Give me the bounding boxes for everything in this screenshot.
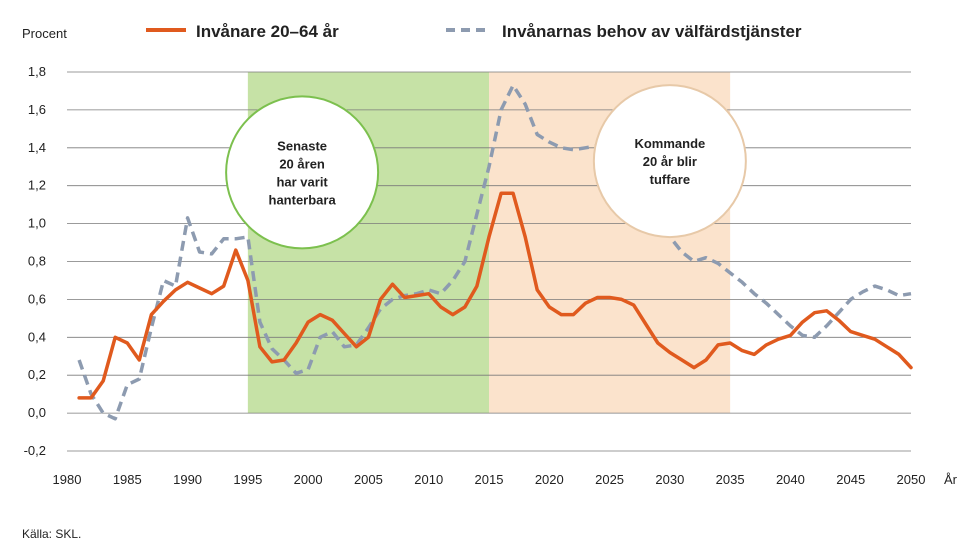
x-tick-label: 2010 xyxy=(414,472,443,487)
annotation-text: Kommande xyxy=(634,136,705,151)
y-tick-label: 0,0 xyxy=(28,405,46,420)
annotation-text: Senaste xyxy=(277,138,327,153)
y-tick-label: 0,6 xyxy=(28,291,46,306)
series-line-invanare xyxy=(77,191,913,400)
annotation-text: 20 år blir xyxy=(643,154,697,169)
x-tick-label: 2040 xyxy=(776,472,805,487)
series-lines xyxy=(77,83,913,421)
annotation-text: har varit xyxy=(276,174,328,189)
legend: Invånare 20–64 år Invånarnas behov av vä… xyxy=(146,22,802,41)
gridlines xyxy=(67,71,911,452)
y-tick-label: 0,4 xyxy=(28,329,46,344)
axes: Procent År -0,2 0,0 0,2 0,4 0,6 0,8 1,0 1,2 1,4 1… xyxy=(22,26,958,487)
source-note: Källa: SKL. xyxy=(22,527,81,541)
annotation-text: hanterbara xyxy=(269,192,337,207)
x-tick-label: 1980 xyxy=(53,472,82,487)
y-axis-label: Procent xyxy=(22,26,67,41)
legend-label-behov: Invånarnas behov av välfärdstjänster xyxy=(502,22,802,41)
annotation-bubble xyxy=(225,95,380,250)
x-tick-label: 1985 xyxy=(113,472,142,487)
annotation-text: tuffare xyxy=(650,172,690,187)
x-tick-label: 2020 xyxy=(535,472,564,487)
y-tick-label: 1,0 xyxy=(28,216,46,231)
y-tick-label: 0,8 xyxy=(28,254,46,269)
x-tick-label: 2035 xyxy=(716,472,745,487)
x-tick-label: 2030 xyxy=(655,472,684,487)
y-tick-label: 1,6 xyxy=(28,102,46,117)
annotation-bubble xyxy=(592,84,747,239)
x-tick-label: 1990 xyxy=(173,472,202,487)
y-tick-label: -0,2 xyxy=(24,443,46,458)
annotation-text: 20 åren xyxy=(279,156,325,171)
x-axis-label: År xyxy=(944,472,958,487)
y-tick-label: 1,2 xyxy=(28,178,46,193)
x-tick-label: 2005 xyxy=(354,472,383,487)
y-tick-label: 0,2 xyxy=(28,367,46,382)
x-tick-label: 2000 xyxy=(294,472,323,487)
legend-label-invanare: Invånare 20–64 år xyxy=(196,22,339,41)
series-line-behov xyxy=(77,83,912,421)
x-tick-label: 2015 xyxy=(475,472,504,487)
x-tick-label: 1995 xyxy=(233,472,262,487)
y-tick-label: 1,8 xyxy=(28,64,46,79)
annotation-bubbles: Senaste 20 åren har varit hanterbara Kommand… xyxy=(225,84,747,250)
x-tick-label: 2045 xyxy=(836,472,865,487)
x-tick-label: 2050 xyxy=(897,472,926,487)
y-tick-label: 1,4 xyxy=(28,140,46,155)
x-tick-label: 2025 xyxy=(595,472,624,487)
